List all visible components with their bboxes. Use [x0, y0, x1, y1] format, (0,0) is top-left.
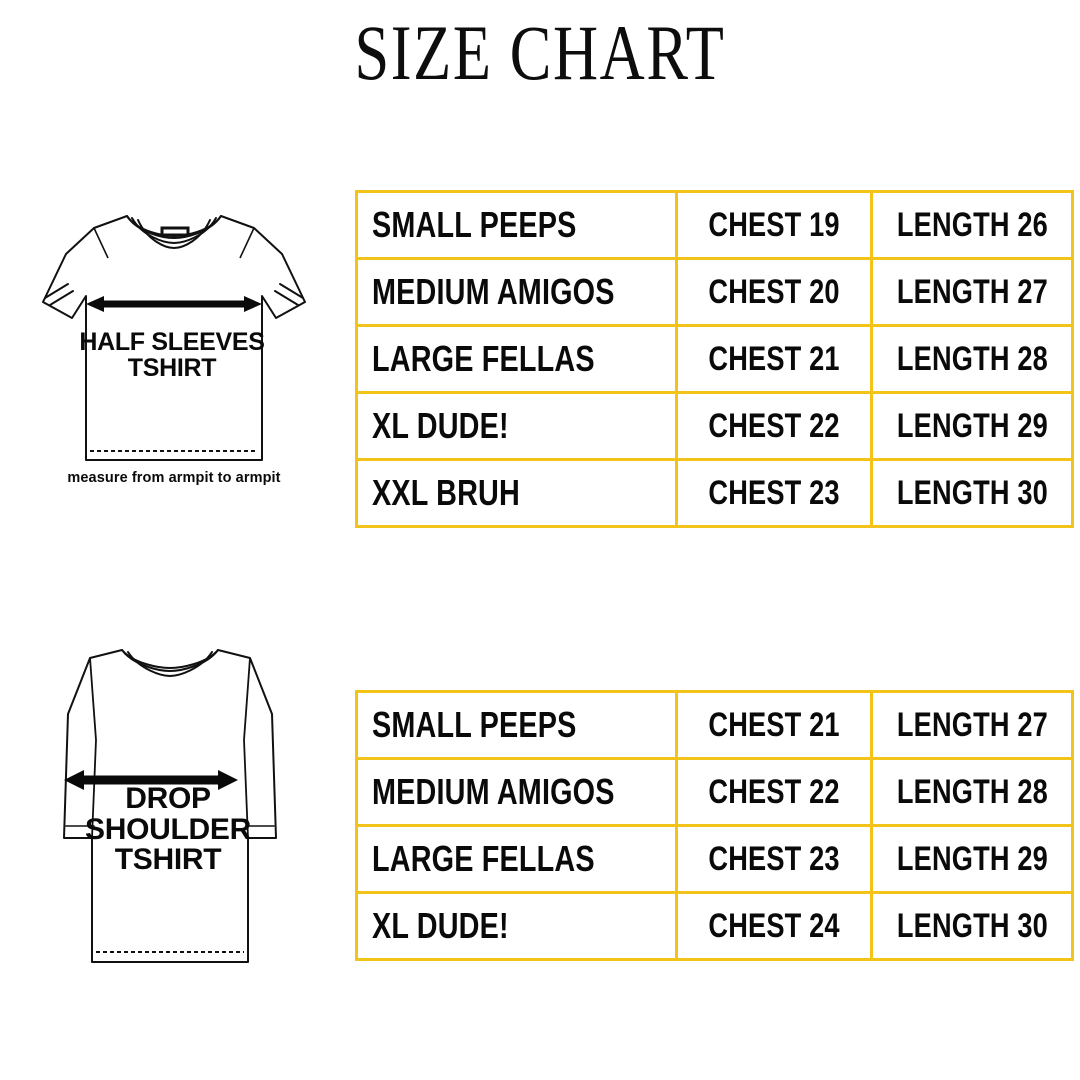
chest-cell: CHEST 23	[675, 824, 874, 894]
size-name-cell: LARGE FELLAS	[354, 324, 679, 394]
chest-cell: CHEST 21	[675, 324, 874, 394]
size-name-cell: MEDIUM AMIGOS	[354, 257, 679, 327]
table-row[interactable]: XXL BRUH CHEST 23 LENGTH 30	[354, 458, 1075, 528]
length-cell: LENGTH 27	[870, 257, 1075, 327]
chest-cell: CHEST 24	[675, 891, 874, 961]
length-cell: LENGTH 28	[870, 324, 1075, 394]
table-row[interactable]: MEDIUM AMIGOS CHEST 20 LENGTH 27	[354, 257, 1075, 327]
drop-shoulder-tshirt-illustration	[63, 649, 277, 963]
half-sleeves-label-line-1: HALF SLEEVES	[79, 328, 265, 356]
length-cell: LENGTH 30	[870, 891, 1075, 961]
drop-shoulder-label-line-2: SHOULDER	[85, 812, 251, 846]
drop-shoulder-tshirt-label: DROP SHOULDER TSHIRT	[48, 782, 288, 877]
length-cell: LENGTH 30	[870, 458, 1075, 528]
half-sleeves-label-line-2: TSHIRT	[127, 353, 217, 382]
chest-cell: CHEST 21	[675, 690, 874, 760]
page-title: SIZE CHART	[354, 9, 726, 96]
half-sleeves-tshirt-figure	[14, 192, 334, 502]
table-row[interactable]: SMALL PEEPS CHEST 21 LENGTH 27	[354, 690, 1075, 760]
chest-cell: CHEST 20	[675, 257, 874, 327]
size-name-cell: XXL BRUH	[354, 458, 679, 528]
chest-measure-arrow	[86, 296, 262, 312]
chest-cell: CHEST 22	[675, 757, 874, 827]
size-name-cell: MEDIUM AMIGOS	[354, 757, 679, 827]
table-row[interactable]: LARGE FELLAS CHEST 23 LENGTH 29	[354, 824, 1075, 894]
size-name-cell: SMALL PEEPS	[354, 190, 679, 260]
drop-shoulder-size-table: SMALL PEEPS CHEST 21 LENGTH 27 MEDIUM AM…	[354, 690, 1075, 961]
length-cell: LENGTH 29	[870, 391, 1075, 461]
chest-cell: CHEST 19	[675, 190, 874, 260]
length-cell: LENGTH 28	[870, 757, 1075, 827]
length-cell: LENGTH 29	[870, 824, 1075, 894]
half-sleeves-tshirt-label: HALF SLEEVES TSHIRT	[62, 328, 282, 382]
size-name-cell: XL DUDE!	[354, 391, 679, 461]
drop-shoulder-tshirt-figure	[0, 628, 340, 980]
drop-shoulder-label-line-3: TSHIRT	[114, 843, 222, 877]
chest-cell: CHEST 22	[675, 391, 874, 461]
table-row[interactable]: SMALL PEEPS CHEST 19 LENGTH 26	[354, 190, 1075, 260]
drop-shoulder-label-line-1: DROP	[125, 782, 211, 815]
size-name-cell: SMALL PEEPS	[354, 690, 679, 760]
length-cell: LENGTH 26	[870, 190, 1075, 260]
table-row[interactable]: LARGE FELLAS CHEST 21 LENGTH 28	[354, 324, 1075, 394]
chest-cell: CHEST 23	[675, 458, 874, 528]
length-cell: LENGTH 27	[870, 690, 1075, 760]
half-sleeves-measure-caption: measure from armpit to armpit	[67, 470, 281, 486]
half-sleeves-tshirt-illustration	[42, 215, 306, 461]
table-row[interactable]: XL DUDE! CHEST 22 LENGTH 29	[354, 391, 1075, 461]
table-row[interactable]: XL DUDE! CHEST 24 LENGTH 30	[354, 891, 1075, 961]
neck-label-tag	[160, 226, 190, 237]
half-sleeves-size-table: SMALL PEEPS CHEST 19 LENGTH 26 MEDIUM AM…	[354, 190, 1075, 528]
size-name-cell: XL DUDE!	[354, 891, 679, 961]
table-row[interactable]: MEDIUM AMIGOS CHEST 22 LENGTH 28	[354, 757, 1075, 827]
size-name-cell: LARGE FELLAS	[354, 824, 679, 894]
chest-measure-arrow	[64, 770, 238, 790]
